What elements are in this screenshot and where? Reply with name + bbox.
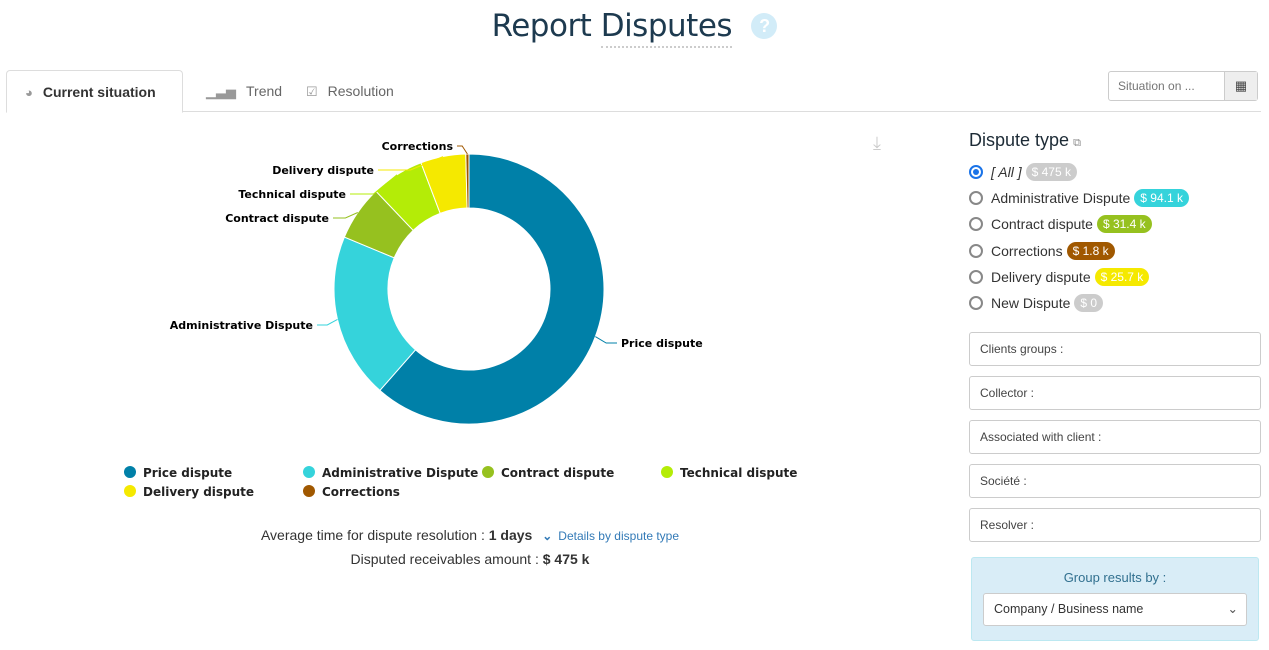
group-results-panel: Group results by : Company / Business na… xyxy=(971,557,1259,641)
radio-button[interactable] xyxy=(969,296,983,311)
leader-line xyxy=(317,319,338,326)
legend-dot-icon xyxy=(482,466,494,478)
option-label: Corrections xyxy=(991,242,1063,259)
filter-input[interactable]: Associated with client : xyxy=(969,420,1261,454)
group-label: Group results by : xyxy=(1063,570,1167,585)
dispute-type-option[interactable]: Contract dispute $ 31.4 k xyxy=(969,211,1261,237)
radio-button[interactable] xyxy=(969,269,983,284)
amount-badge: $ 31.4 k xyxy=(1096,215,1152,234)
filter-input[interactable]: Collector : xyxy=(969,376,1261,410)
chevron-down-icon: ⌄ xyxy=(1227,602,1238,616)
checkbox-icon: ☑ xyxy=(306,84,318,99)
group-by-value: Company / Business name xyxy=(994,602,1144,616)
data-label: Delivery dispute xyxy=(272,164,374,177)
filter-input[interactable]: Clients groups : xyxy=(969,332,1261,366)
option-label: New Dispute xyxy=(991,295,1071,312)
dispute-type-option[interactable]: Corrections $ 1.8 k xyxy=(969,238,1261,264)
legend-item[interactable]: Corrections xyxy=(303,485,400,499)
option-label: [ All ] xyxy=(991,164,1022,181)
title-strong: Disputes xyxy=(600,8,733,48)
tab-label: Resolution xyxy=(327,83,394,99)
legend-dot-icon xyxy=(661,466,673,478)
avg-label: Average time for dispute resolution : xyxy=(260,527,485,543)
radio-button[interactable] xyxy=(969,165,983,180)
legend-label: Technical dispute xyxy=(680,466,798,480)
tab-bar: ◕ Current situation ▁▃▅ Trend ☑ Resolution xyxy=(6,70,1261,113)
legend-item[interactable]: Contract dispute xyxy=(482,466,614,480)
chevron-down-icon[interactable]: ⌄ xyxy=(542,529,553,543)
amount-label: Disputed receivables amount : xyxy=(350,551,539,567)
legend-dot-icon xyxy=(303,466,315,478)
leader-line xyxy=(595,336,617,344)
leader-line xyxy=(350,174,398,195)
filter-input[interactable]: Société : xyxy=(969,464,1261,498)
tab-current-situation[interactable]: ◕ Current situation xyxy=(6,70,183,113)
amount-badge: $ 475 k xyxy=(1025,163,1077,182)
dispute-type-panel: Dispute type ⧉ [ All ] $ 475 k Administrati… xyxy=(969,130,1261,316)
amount-badge: $ 1.8 k xyxy=(1066,241,1115,260)
legend-item[interactable]: Technical dispute xyxy=(661,466,797,480)
tab-trend[interactable]: ▁▃▅ Trend xyxy=(192,70,296,112)
page-title: Report Disputes ? xyxy=(0,8,1269,48)
tab-label: Trend xyxy=(246,83,283,99)
legend-label: Contract dispute xyxy=(501,466,615,480)
filter-input[interactable]: Resolver : xyxy=(969,508,1261,542)
leader-line xyxy=(378,156,444,171)
legend-label: Price dispute xyxy=(143,466,233,480)
data-label: Price dispute xyxy=(621,337,703,350)
slice-price-dispute[interactable] xyxy=(379,153,605,425)
data-label: Technical dispute xyxy=(238,188,346,201)
legend-dot-icon xyxy=(303,485,315,497)
legend-label: Delivery dispute xyxy=(143,485,255,499)
tab-label: Current situation xyxy=(42,84,156,100)
legend-dot-icon xyxy=(124,485,136,497)
amount-value: $ 475 k xyxy=(542,551,590,567)
legend-item[interactable]: Delivery dispute xyxy=(124,485,254,499)
disputed-amount: Disputed receivables amount : $ 475 k xyxy=(0,551,940,567)
legend-item[interactable]: Administrative Dispute xyxy=(303,466,478,480)
details-link[interactable]: Details by dispute type xyxy=(558,529,680,543)
legend-label: Corrections xyxy=(322,485,400,499)
legend-dot-icon xyxy=(124,466,136,478)
leader-line xyxy=(457,145,468,155)
amount-badge: $ 25.7 k xyxy=(1094,267,1150,286)
title-prefix: Report xyxy=(491,8,592,44)
legend-label: Administrative Dispute xyxy=(322,466,479,480)
download-icon[interactable]: ⤓ xyxy=(873,133,881,153)
calendar-icon[interactable]: ▦ xyxy=(1224,72,1257,100)
pie-chart-icon: ◕ xyxy=(25,85,33,100)
group-by-select[interactable]: Company / Business name ⌄ xyxy=(983,593,1247,626)
amount-badge: $ 0 xyxy=(1074,294,1104,313)
situation-date-picker: ▦ xyxy=(1108,71,1258,101)
radio-button[interactable] xyxy=(969,191,983,206)
bar-signal-icon: ▁▃▅ xyxy=(206,84,236,99)
avg-value: 1 days xyxy=(488,527,533,543)
option-label: Delivery dispute xyxy=(991,268,1091,285)
dispute-type-option[interactable]: New Dispute $ 0 xyxy=(969,290,1261,316)
dispute-type-title: Dispute type xyxy=(969,130,1070,150)
dispute-type-option[interactable]: [ All ] $ 475 k xyxy=(969,159,1261,185)
dispute-type-option[interactable]: Delivery dispute $ 25.7 k xyxy=(969,264,1261,290)
legend-item[interactable]: Price dispute xyxy=(124,466,232,480)
dispute-type-heading: Dispute type ⧉ xyxy=(969,130,1261,151)
tab-resolution[interactable]: ☑ Resolution xyxy=(292,70,408,112)
option-label: Contract dispute xyxy=(991,216,1093,233)
leader-line xyxy=(333,212,358,219)
dispute-type-option[interactable]: Administrative Dispute $ 94.1 k xyxy=(969,185,1261,211)
external-link-icon[interactable]: ⧉ xyxy=(1073,137,1081,149)
situation-date-input[interactable] xyxy=(1109,72,1224,100)
avg-resolution-time: Average time for dispute resolution : 1 … xyxy=(0,527,940,543)
amount-badge: $ 94.1 k xyxy=(1134,189,1189,208)
option-label: Administrative Dispute xyxy=(991,190,1131,207)
data-label: Corrections xyxy=(382,140,454,153)
data-label: Administrative Dispute xyxy=(170,319,313,332)
radio-button[interactable] xyxy=(969,217,983,232)
donut-chart: Price dispute Administrative Dispute Contr… xyxy=(170,140,703,425)
data-label: Contract dispute xyxy=(225,212,329,225)
radio-button[interactable] xyxy=(969,243,983,258)
help-icon[interactable]: ? xyxy=(751,13,778,39)
